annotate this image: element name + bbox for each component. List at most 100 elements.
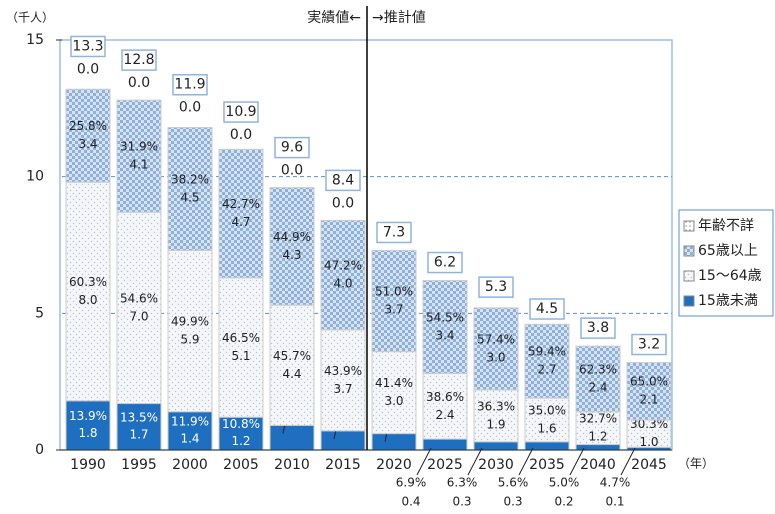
total-label: 3.8 bbox=[587, 320, 609, 336]
value-label: 4.3 bbox=[282, 248, 301, 262]
bar-segment bbox=[116, 403, 162, 451]
value-label: 0.3 bbox=[503, 495, 522, 509]
value-label: 3.0 bbox=[486, 350, 505, 364]
x-tick-label: 2010 bbox=[274, 457, 310, 473]
bar-segment bbox=[167, 249, 213, 413]
value-label: 3.4 bbox=[78, 137, 97, 151]
bar-segment bbox=[524, 323, 570, 399]
value-label: 8.0 bbox=[78, 293, 97, 307]
share-label: 30.3% bbox=[630, 417, 668, 431]
bar-segment bbox=[473, 307, 519, 391]
value-label: 7.0 bbox=[129, 309, 148, 323]
share-label: 44.9% bbox=[273, 230, 311, 244]
total-box bbox=[478, 276, 514, 298]
share-label: 51.0% bbox=[375, 285, 413, 299]
bar-segment bbox=[575, 444, 621, 451]
total-box bbox=[325, 169, 361, 192]
bar-segment bbox=[524, 441, 570, 451]
value-label: 4.5 bbox=[180, 190, 199, 204]
x-tick-label: 2005 bbox=[223, 457, 259, 473]
y-tick-label: 15 bbox=[26, 32, 44, 48]
bar-segment bbox=[65, 400, 111, 451]
value-label: 0.2 bbox=[554, 495, 573, 509]
value-label: 1.2 bbox=[588, 430, 607, 444]
share-label: 36.3% bbox=[477, 399, 515, 413]
bar-segment bbox=[167, 126, 213, 251]
value-label: 0.0 bbox=[179, 100, 201, 116]
bar-segment bbox=[218, 277, 264, 418]
total-label: 4.5 bbox=[536, 301, 558, 317]
x-tick-label: 1990 bbox=[70, 457, 106, 473]
total-box bbox=[223, 101, 259, 123]
share-label: 45.7% bbox=[273, 349, 311, 363]
value-label: 1.4 bbox=[180, 431, 199, 445]
share-label: 11.9% bbox=[171, 414, 209, 428]
y-tick-label: 10 bbox=[26, 169, 44, 185]
bar-segment bbox=[218, 148, 264, 279]
annotation: →推計値 bbox=[372, 10, 426, 26]
share-label: 13.5% bbox=[120, 410, 158, 424]
value-label: 1.0 bbox=[639, 435, 658, 449]
legend-swatch bbox=[683, 295, 695, 307]
bar-segment bbox=[320, 430, 366, 451]
legend-frame bbox=[678, 209, 774, 317]
x-tick-label: 2025 bbox=[427, 457, 463, 473]
value-label: 5.1 bbox=[231, 349, 250, 363]
value-label: 1.9 bbox=[486, 417, 505, 431]
x-tick-label: 2020 bbox=[376, 457, 412, 473]
share-label: 13.9% bbox=[69, 409, 107, 423]
leader-line bbox=[518, 447, 534, 476]
total-box bbox=[70, 35, 106, 58]
share-label: 6.3% bbox=[447, 476, 478, 490]
bar-segment bbox=[65, 88, 111, 183]
x-tick-label: 2035 bbox=[529, 457, 565, 473]
share-label: 31.9% bbox=[120, 140, 158, 154]
bar-segment bbox=[116, 211, 162, 405]
y-axis-label: （千人） bbox=[6, 11, 54, 25]
leader-line bbox=[620, 447, 636, 476]
total-box bbox=[427, 251, 463, 274]
share-label: 5.0% bbox=[549, 476, 580, 490]
value-label: 0.3 bbox=[452, 495, 471, 509]
share-label: 41.4% bbox=[375, 376, 413, 390]
share-label: 65.0% bbox=[630, 375, 668, 389]
value-label: 0.0 bbox=[332, 195, 354, 211]
total-label: 12.8 bbox=[123, 52, 154, 68]
share-label: 25.8% bbox=[69, 119, 107, 133]
total-label: 11.9 bbox=[174, 77, 205, 93]
total-label: 10.9 bbox=[225, 104, 256, 120]
bar-segment bbox=[269, 424, 315, 451]
bar-segment bbox=[422, 280, 468, 374]
total-box bbox=[274, 136, 310, 159]
total-box bbox=[631, 333, 667, 356]
value-label: 3.0 bbox=[384, 394, 403, 408]
bar-segment bbox=[269, 187, 315, 306]
total-box bbox=[376, 221, 412, 244]
value-label: 5.9 bbox=[180, 333, 199, 347]
share-label: 54.5% bbox=[426, 311, 464, 325]
share-label: 5.6% bbox=[498, 476, 529, 490]
value-label: 0.4 bbox=[401, 495, 420, 509]
value-label: 0.0 bbox=[77, 61, 99, 77]
bar-segment bbox=[371, 351, 417, 435]
x-tick-label: 1995 bbox=[121, 457, 157, 473]
total-label: 13.3 bbox=[72, 38, 103, 54]
total-label: 9.6 bbox=[281, 140, 303, 156]
share-label: 47.2% bbox=[324, 259, 362, 273]
total-label: 8.4 bbox=[332, 172, 354, 188]
value-label: 4.1 bbox=[129, 158, 148, 172]
bar-segment bbox=[320, 329, 366, 432]
legend-label: 65歳以上 bbox=[698, 243, 758, 259]
bar-segment bbox=[524, 397, 570, 443]
total-label: 6.2 bbox=[434, 255, 456, 271]
bar-segment bbox=[473, 441, 519, 451]
value-label: 4.7 bbox=[231, 215, 250, 229]
total-box bbox=[121, 49, 157, 71]
legend-label: 年齢不詳 bbox=[698, 218, 754, 234]
value-label: 2.1 bbox=[639, 393, 658, 407]
bar-segment bbox=[371, 249, 417, 353]
total-label: 3.2 bbox=[638, 337, 660, 353]
share-label: 32.7% bbox=[579, 412, 617, 426]
legend-label: 15〜64歳 bbox=[698, 268, 762, 284]
